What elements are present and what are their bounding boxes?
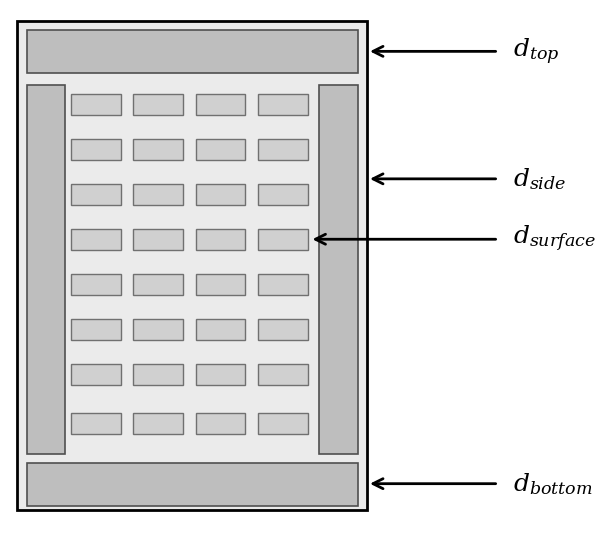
Bar (196, 413, 246, 434)
Bar (258, 94, 308, 115)
Bar (71, 139, 121, 160)
Bar (196, 229, 246, 250)
Bar (258, 184, 308, 205)
Bar (258, 319, 308, 340)
Bar (258, 413, 308, 434)
Bar (133, 229, 183, 250)
Text: $d_{bottom}$: $d_{bottom}$ (513, 471, 593, 497)
Text: $d_{surface}$: $d_{surface}$ (513, 224, 596, 255)
Bar (71, 319, 121, 340)
Bar (196, 274, 246, 295)
Bar (27, 463, 358, 506)
Bar (319, 85, 358, 454)
Bar (196, 139, 246, 160)
Text: $d_{top}$: $d_{top}$ (513, 36, 559, 66)
Bar (71, 413, 121, 434)
Bar (71, 94, 121, 115)
Bar (133, 319, 183, 340)
Bar (133, 413, 183, 434)
Bar (71, 364, 121, 385)
Bar (133, 94, 183, 115)
Bar (258, 274, 308, 295)
Bar (258, 229, 308, 250)
Bar (196, 319, 246, 340)
Bar (196, 94, 246, 115)
Bar (196, 184, 246, 205)
Bar (27, 85, 65, 454)
Text: $d_{side}$: $d_{side}$ (513, 166, 566, 192)
Bar (196, 364, 246, 385)
Bar (71, 274, 121, 295)
Bar (133, 184, 183, 205)
Bar (71, 184, 121, 205)
Bar (17, 21, 367, 510)
Bar (133, 274, 183, 295)
Bar (27, 30, 358, 73)
Bar (71, 229, 121, 250)
Bar (258, 139, 308, 160)
Bar (133, 364, 183, 385)
Bar (258, 364, 308, 385)
Bar (133, 139, 183, 160)
